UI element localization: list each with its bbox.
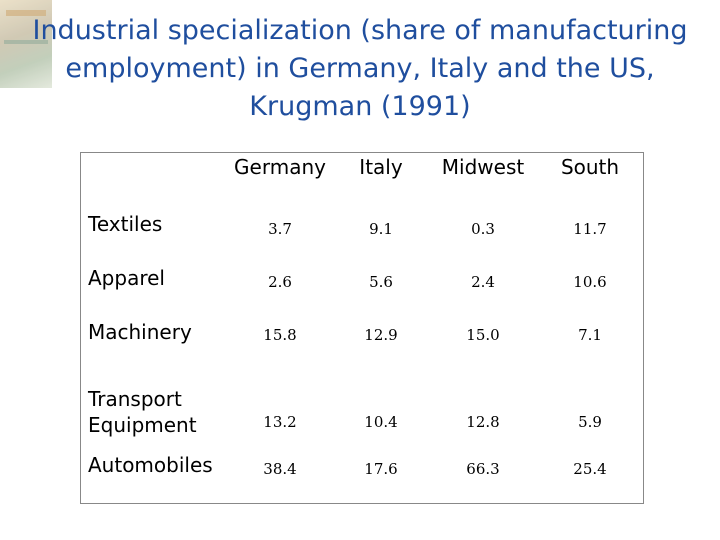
cell-textiles-italy: 9.1 xyxy=(369,220,393,238)
cell-transport-italy: 10.4 xyxy=(364,413,398,431)
cell-automobiles-germany: 38.4 xyxy=(263,460,297,478)
cell-apparel-germany: 2.6 xyxy=(268,273,292,291)
cell-textiles-south: 11.7 xyxy=(573,220,607,238)
row-label-transport-equipment: Transport Equipment xyxy=(88,386,197,438)
title-line-1: Industrial specialization (share of manu… xyxy=(32,15,688,46)
cell-machinery-midwest: 15.0 xyxy=(466,326,500,344)
column-header-germany: Germany xyxy=(234,155,326,179)
row-label-textiles: Textiles xyxy=(88,212,163,236)
cell-machinery-germany: 15.8 xyxy=(263,326,297,344)
cell-automobiles-midwest: 66.3 xyxy=(466,460,500,478)
title-line-2: employment) in Germany, Italy and the US… xyxy=(65,53,655,84)
title-line-3: Krugman (1991) xyxy=(249,91,471,122)
row-label-machinery: Machinery xyxy=(88,320,192,344)
cell-apparel-south: 10.6 xyxy=(573,273,607,291)
cell-transport-germany: 13.2 xyxy=(263,413,297,431)
row-label-apparel: Apparel xyxy=(88,266,165,290)
cell-automobiles-south: 25.4 xyxy=(573,460,607,478)
cell-textiles-midwest: 0.3 xyxy=(471,220,495,238)
cell-transport-south: 5.9 xyxy=(578,413,602,431)
cell-machinery-italy: 12.9 xyxy=(364,326,398,344)
cell-apparel-midwest: 2.4 xyxy=(471,273,495,291)
cell-textiles-germany: 3.7 xyxy=(268,220,292,238)
slide-title: Industrial specialization (share of manu… xyxy=(0,12,720,126)
cell-transport-midwest: 12.8 xyxy=(466,413,500,431)
row-label-equipment: Equipment xyxy=(88,413,197,437)
cell-automobiles-italy: 17.6 xyxy=(364,460,398,478)
cell-apparel-italy: 5.6 xyxy=(369,273,393,291)
specialization-table xyxy=(80,152,644,504)
column-header-midwest: Midwest xyxy=(441,155,525,179)
cell-machinery-south: 7.1 xyxy=(578,326,602,344)
column-header-south: South xyxy=(560,155,620,179)
column-header-italy: Italy xyxy=(359,155,403,179)
row-label-transport: Transport xyxy=(88,387,182,411)
row-label-automobiles: Automobiles xyxy=(88,453,213,477)
banknote-decoration xyxy=(0,0,52,88)
